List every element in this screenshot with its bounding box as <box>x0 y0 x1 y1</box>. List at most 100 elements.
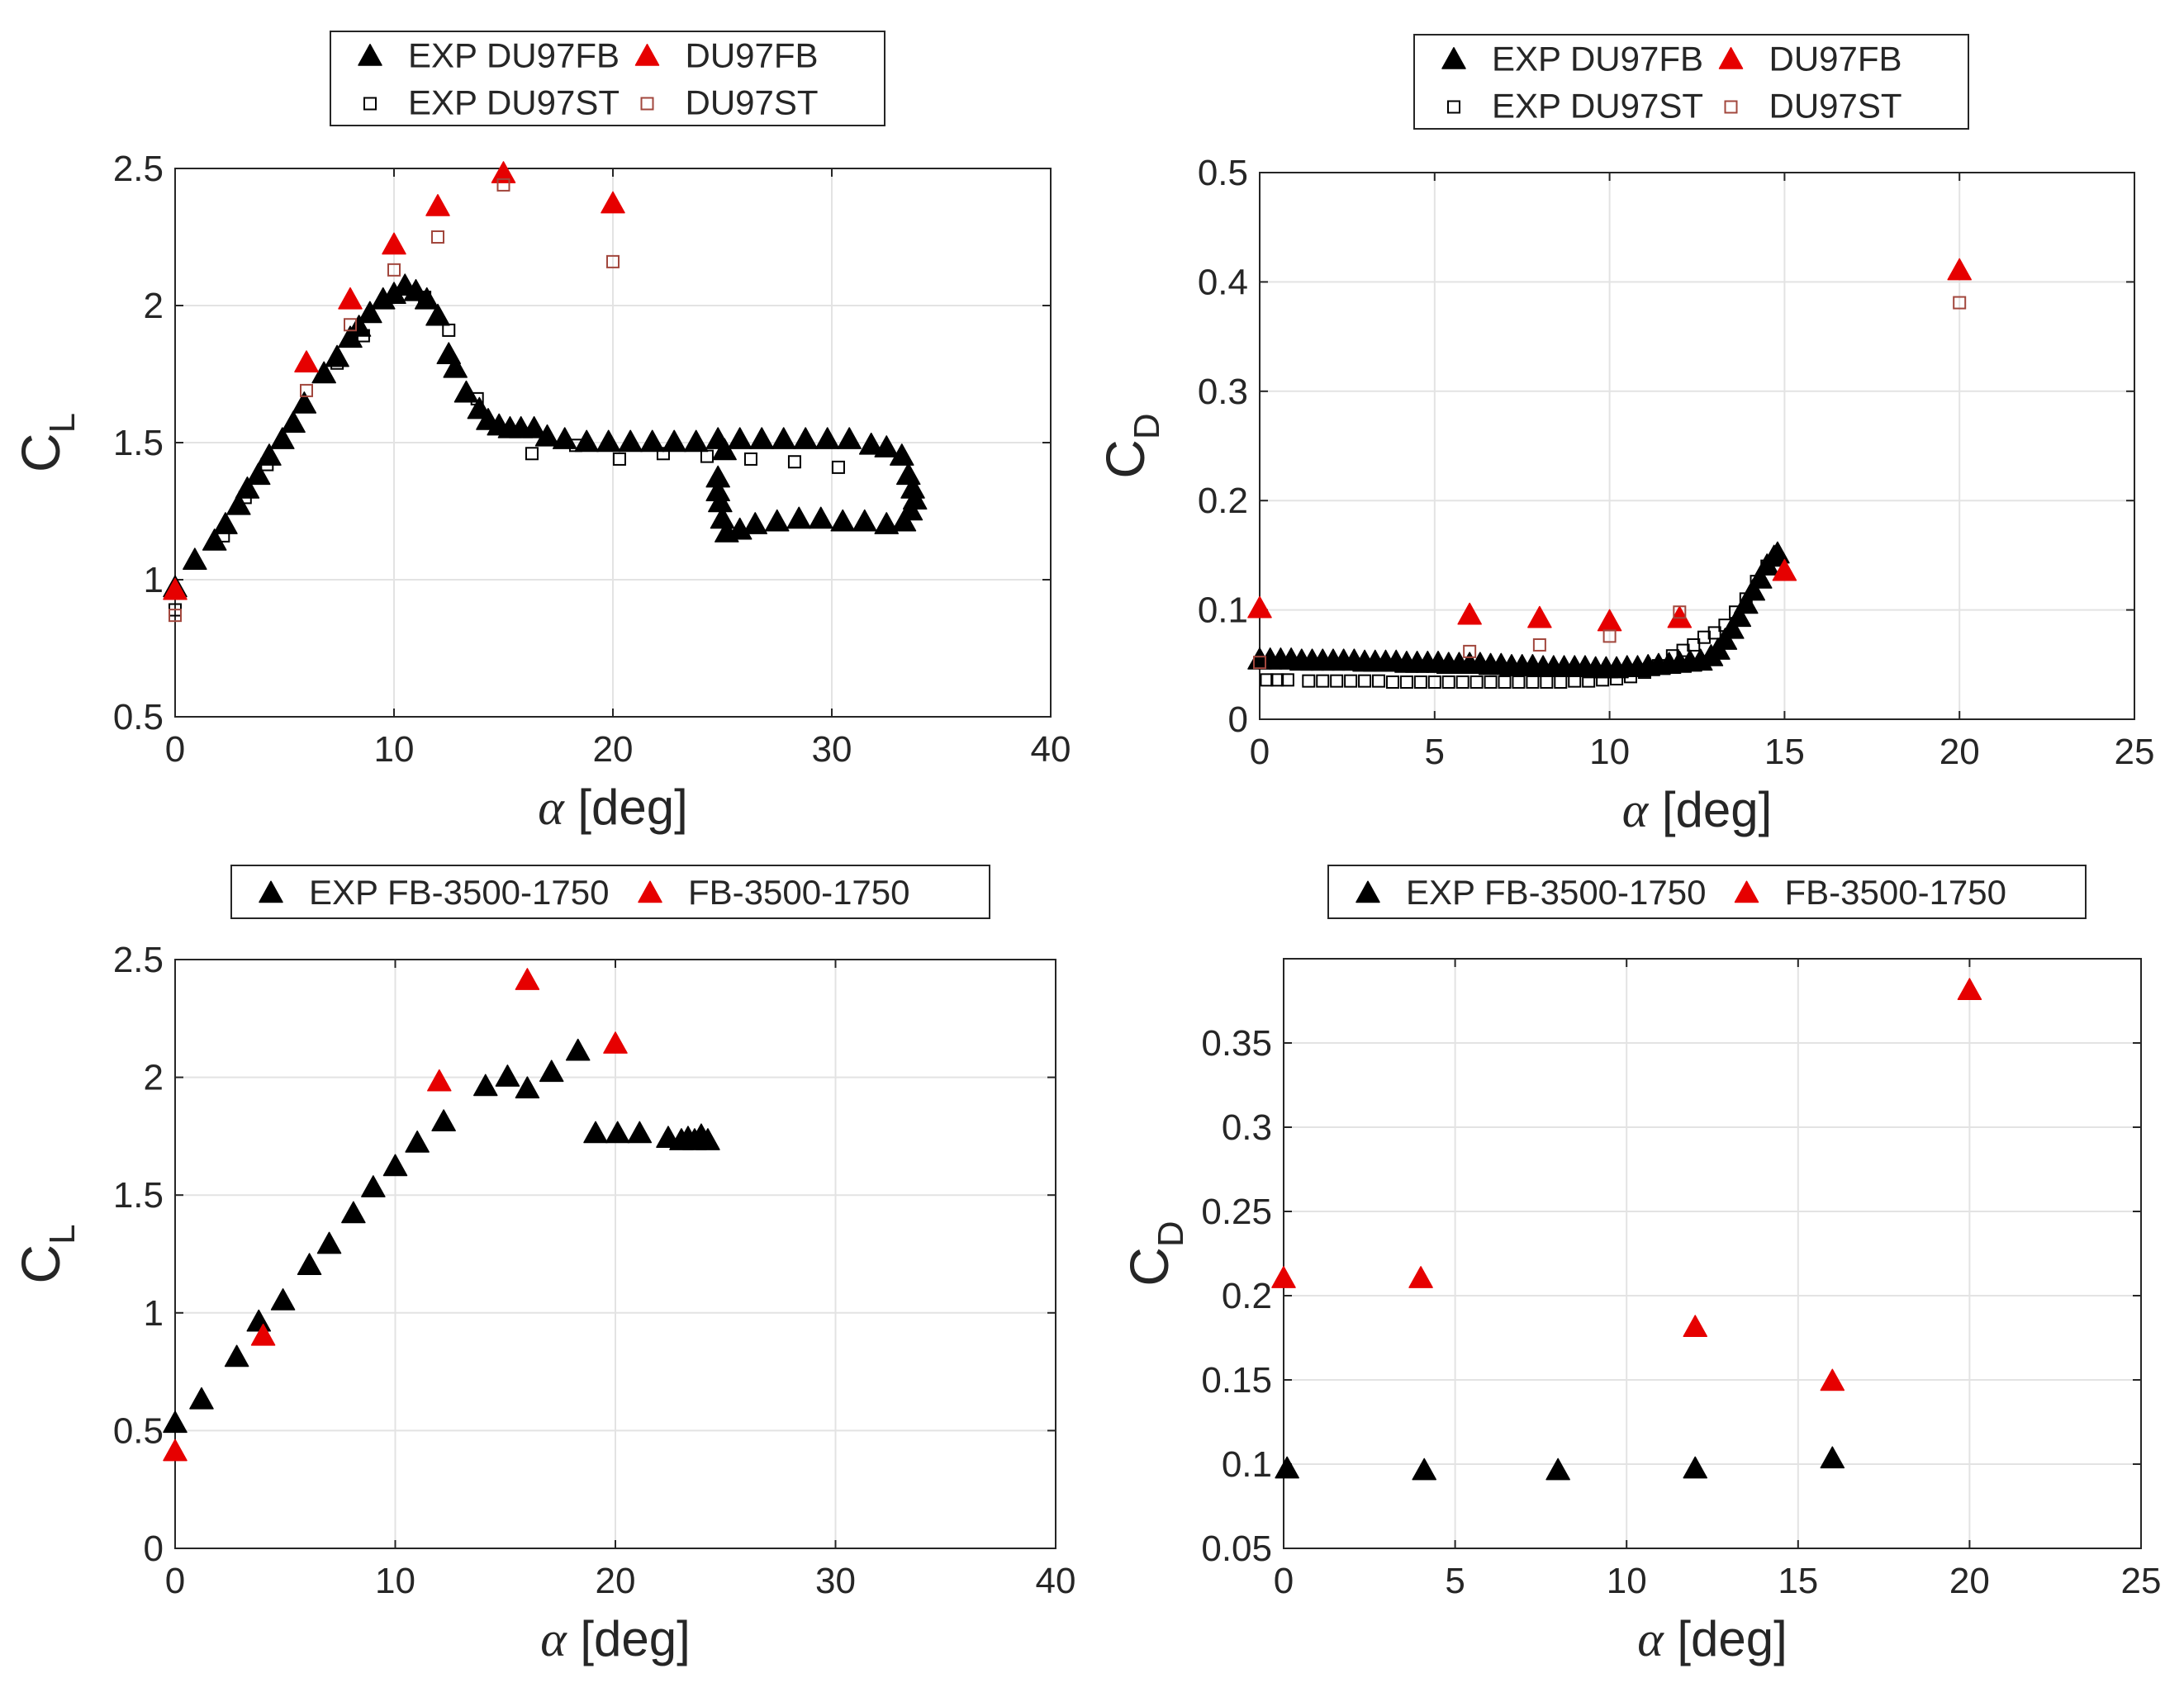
data-point <box>442 323 456 337</box>
data-point <box>418 291 432 305</box>
data-point <box>292 391 317 414</box>
data-point <box>1484 675 1498 689</box>
data-point <box>858 432 884 455</box>
data-point <box>1344 674 1358 688</box>
x-tick-label: 20 <box>1939 732 1980 772</box>
data-point <box>405 1131 430 1153</box>
data-point <box>605 1121 630 1144</box>
data-point <box>1554 675 1568 689</box>
data-point <box>603 1031 628 1054</box>
data-point <box>809 506 833 529</box>
data-point <box>270 1288 296 1311</box>
series-s4 <box>1253 296 1967 670</box>
x-tick-label: 10 <box>1607 1561 1647 1601</box>
legend-label: DU97FB <box>686 36 819 75</box>
axes-box <box>174 168 1052 718</box>
legend-item: EXP FB-3500-1750 <box>1356 873 1706 912</box>
y-tick-label: 1.5 <box>113 1175 164 1216</box>
data-point <box>1302 674 1316 688</box>
y-tick-label: 1 <box>144 560 164 600</box>
y-tick-label: 1.5 <box>113 423 164 463</box>
data-point <box>316 1231 342 1254</box>
data-point <box>1385 675 1399 689</box>
data-point <box>189 1387 214 1410</box>
data-point <box>491 161 516 183</box>
data-point <box>1247 595 1272 619</box>
data-point <box>1947 258 1972 281</box>
x-tick-label: 20 <box>596 1561 636 1601</box>
data-point <box>1596 673 1610 687</box>
data-point <box>1372 674 1386 688</box>
data-point <box>1602 629 1617 643</box>
y-tick-label: 0.35 <box>1201 1023 1272 1064</box>
data-point <box>1270 673 1284 687</box>
data-point <box>1651 659 1665 673</box>
data-point <box>656 447 670 461</box>
data-point <box>224 1344 249 1368</box>
x-tick-label: 10 <box>375 1561 415 1601</box>
data-point <box>257 443 282 466</box>
data-point <box>496 178 510 192</box>
y-tick-label: 0.1 <box>1222 1444 1272 1485</box>
data-point <box>1582 674 1596 688</box>
y-axis-subscript: L <box>42 413 83 433</box>
data-point <box>431 1109 456 1132</box>
legend-item: DU97FB <box>634 36 819 75</box>
data-point <box>270 427 295 449</box>
data-point <box>743 512 767 534</box>
x-axis-symbol: α <box>538 780 565 835</box>
y-axis-label: CL <box>10 1224 83 1283</box>
legend-item: EXP DU97ST <box>363 83 620 122</box>
data-point <box>431 230 444 244</box>
legend-item: EXP DU97ST <box>1447 87 1703 126</box>
x-axis-symbol: α <box>540 1612 567 1666</box>
legend: EXP DU97FB EXP DU97ST DU97FB DU97ST <box>1413 34 1969 130</box>
data-point <box>387 263 401 277</box>
data-point <box>1526 675 1540 689</box>
y-tick-label: 0.25 <box>1201 1192 1272 1232</box>
data-point <box>358 301 382 324</box>
legend-marker <box>259 880 283 903</box>
x-axis-symbol: α <box>1637 1612 1664 1666</box>
legend-marker <box>1718 47 1744 69</box>
data-point <box>696 1128 720 1150</box>
x-tick-label: 25 <box>2115 732 2155 772</box>
data-point <box>606 254 620 268</box>
data-point <box>1463 644 1477 658</box>
data-point <box>163 1439 188 1462</box>
data-point <box>612 452 626 466</box>
data-point <box>705 479 730 502</box>
data-point <box>1820 1446 1845 1469</box>
data-point <box>1707 626 1721 640</box>
data-point <box>1441 675 1455 689</box>
data-point <box>765 509 790 532</box>
data-point <box>1271 1266 1296 1288</box>
legend-box <box>1327 865 2087 919</box>
data-point <box>1726 604 1752 628</box>
legend-label: DU97ST <box>1769 87 1902 126</box>
data-point <box>1498 675 1512 689</box>
data-point <box>238 491 252 505</box>
legend-marker <box>363 97 377 111</box>
y-tick-label: 0.5 <box>1198 153 1248 193</box>
data-point <box>1720 616 1745 639</box>
y-tick-label: 2 <box>144 1058 164 1098</box>
y-tick-label: 0.5 <box>113 697 164 737</box>
y-axis-base: C <box>1118 1247 1180 1287</box>
plot-area <box>1284 959 2141 1548</box>
data-point <box>1469 675 1484 689</box>
data-point <box>1527 605 1552 628</box>
legend-item: EXP DU97FB <box>358 36 620 75</box>
data-point <box>1729 605 1743 619</box>
legend-item: DU97ST <box>1724 87 1902 126</box>
plot-area <box>1260 173 2134 719</box>
data-point <box>1718 619 1732 633</box>
legend: EXP FB-3500-1750 FB-3500-1750 <box>1327 865 2087 919</box>
data-point <box>1275 1456 1299 1479</box>
y-tick-label: 0 <box>1228 699 1248 740</box>
y-axis-base: C <box>10 433 71 472</box>
y-tick-label: 0 <box>144 1529 164 1569</box>
x-axis-unit: [deg] <box>1664 1611 1788 1666</box>
legend-item: DU97ST <box>640 83 819 122</box>
